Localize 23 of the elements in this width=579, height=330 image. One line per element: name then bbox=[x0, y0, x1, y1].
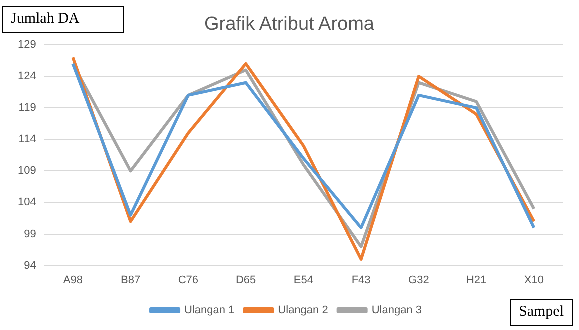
x-tick-label: A98 bbox=[63, 274, 83, 286]
y-tick-label: 104 bbox=[18, 196, 36, 209]
x-tick-label: E54 bbox=[294, 274, 314, 286]
y-tick-label: 124 bbox=[18, 70, 36, 83]
legend-label: Ulangan 2 bbox=[278, 304, 328, 317]
y-tick-label: 99 bbox=[24, 228, 36, 240]
x-tick-label: F43 bbox=[352, 274, 371, 286]
x-axis-title: Sampel bbox=[510, 299, 573, 326]
y-tick-label: 109 bbox=[18, 165, 36, 178]
chart-title: Grafik Atribut Aroma bbox=[204, 14, 374, 35]
x-tick-label: X10 bbox=[524, 274, 544, 286]
x-tick-label: G32 bbox=[408, 274, 430, 286]
y-axis-title: Jumlah DA bbox=[2, 6, 124, 33]
legend-label: Ulangan 3 bbox=[372, 304, 422, 317]
y-tick-label: 129 bbox=[18, 39, 36, 52]
x-tick-label: D65 bbox=[236, 274, 256, 286]
y-tick-label: 114 bbox=[18, 134, 36, 146]
y-tick-label: 94 bbox=[24, 260, 36, 272]
x-tick-label: H21 bbox=[466, 274, 487, 286]
x-tick-label: B87 bbox=[121, 274, 141, 286]
legend-label: Ulangan 1 bbox=[184, 304, 235, 317]
y-tick-label: 119 bbox=[18, 102, 36, 114]
x-tick-label: C76 bbox=[178, 274, 199, 286]
